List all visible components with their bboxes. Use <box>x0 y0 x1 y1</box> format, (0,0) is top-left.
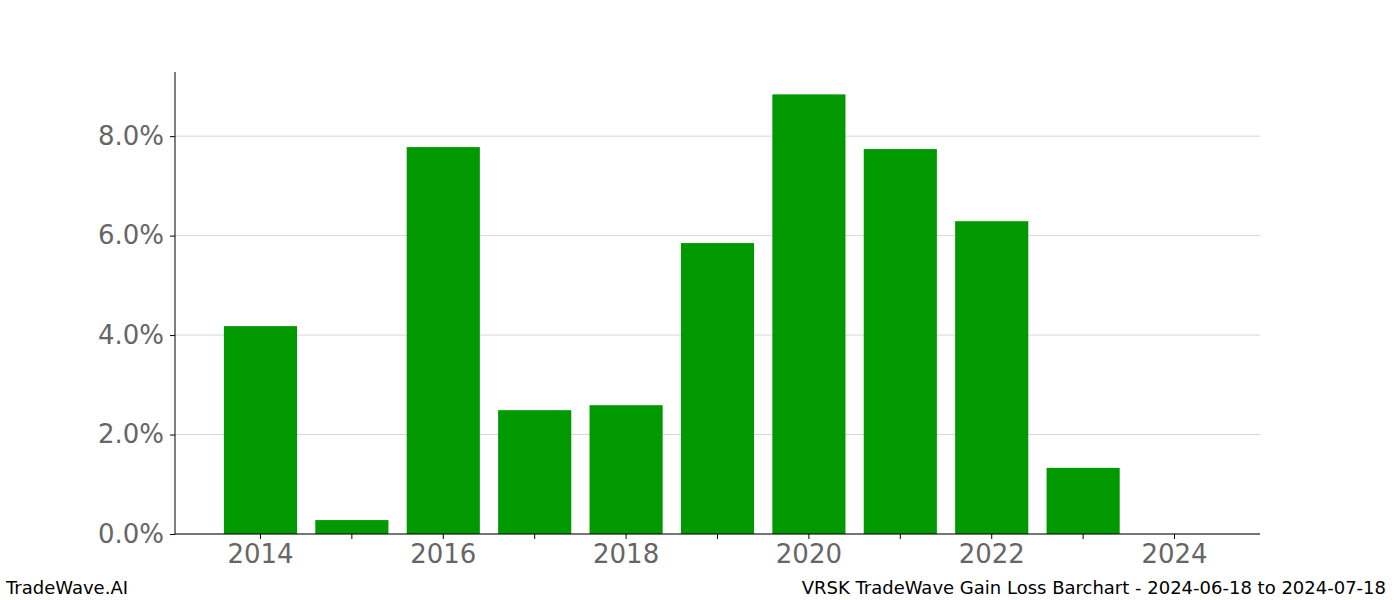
x-tick-mark <box>534 534 535 539</box>
bar <box>590 405 663 534</box>
y-tick-mark <box>170 534 175 535</box>
y-tick-mark <box>170 136 175 137</box>
grid-line <box>175 235 1260 236</box>
chart: 0.0% 2.0% 4.0% 6.0% 8.0% 2014 2016 2018 2020 2022… <box>0 0 1400 600</box>
x-tick-mark <box>626 534 627 539</box>
x-axis: 2014 2016 2018 2020 2022 2024 <box>175 534 1260 569</box>
bar <box>955 221 1028 534</box>
bar <box>1047 468 1120 534</box>
bar <box>498 410 571 534</box>
y-tick-label: 6.0% <box>98 220 164 250</box>
watermark: TradeWave.AI <box>5 577 128 598</box>
x-tick-mark <box>900 534 901 539</box>
bars <box>224 94 1120 534</box>
x-tick <box>534 534 535 539</box>
grid-line <box>175 136 1260 137</box>
y-tick-mark <box>170 435 175 436</box>
bar <box>407 147 480 534</box>
x-tick-label: 2020 <box>776 539 842 569</box>
y-axis: 0.0% 2.0% 4.0% 6.0% 8.0% <box>98 72 175 549</box>
bar <box>772 94 845 534</box>
bar <box>864 149 937 534</box>
x-tick-label: 2022 <box>959 539 1025 569</box>
y-tick: 8.0% <box>98 121 175 151</box>
x-tick <box>900 534 901 539</box>
y-tick-mark <box>170 236 175 237</box>
bar <box>315 520 388 534</box>
bar <box>224 326 297 534</box>
x-tick: 2016 <box>410 534 476 569</box>
x-tick-label: 2014 <box>227 539 293 569</box>
y-axis-line <box>175 72 176 534</box>
x-tick-mark <box>808 534 809 539</box>
bar <box>681 243 754 534</box>
y-tick: 4.0% <box>98 320 175 350</box>
x-tick: 2020 <box>776 534 842 569</box>
title: VRSK TradeWave Gain Loss Barchart - 2024… <box>802 577 1386 598</box>
y-tick-label: 0.0% <box>98 519 164 549</box>
y-tick-label: 8.0% <box>98 121 164 151</box>
x-tick: 2022 <box>959 534 1025 569</box>
x-tick: 2024 <box>1141 534 1207 569</box>
x-tick-mark <box>351 534 352 539</box>
x-tick <box>351 534 352 539</box>
y-tick-label: 2.0% <box>98 419 164 449</box>
x-tick-label: 2024 <box>1141 539 1207 569</box>
y-tick-label: 4.0% <box>98 320 164 350</box>
x-tick-mark <box>717 534 718 539</box>
x-tick-label: 2018 <box>593 539 659 569</box>
y-tick: 6.0% <box>98 220 175 250</box>
x-tick: 2018 <box>593 534 659 569</box>
x-tick <box>1083 534 1084 539</box>
y-tick: 2.0% <box>98 419 175 449</box>
x-tick <box>717 534 718 539</box>
x-tick-mark <box>991 534 992 539</box>
y-tick-mark <box>170 335 175 336</box>
grid <box>175 136 1260 534</box>
x-tick-mark <box>1083 534 1084 539</box>
x-tick-mark <box>443 534 444 539</box>
y-tick: 0.0% <box>98 519 175 549</box>
x-tick-mark <box>260 534 261 539</box>
x-tick-mark <box>1174 534 1175 539</box>
x-tick-label: 2016 <box>410 539 476 569</box>
x-tick: 2014 <box>227 534 293 569</box>
